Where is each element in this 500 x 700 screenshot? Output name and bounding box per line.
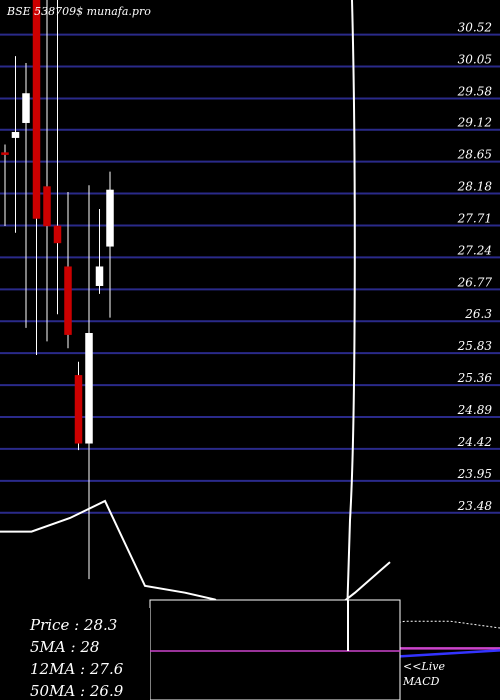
live-label: <<Live — [403, 660, 445, 673]
price-tick-label: 28.65 — [457, 148, 492, 162]
candle-down — [53, 225, 62, 244]
candle-up — [106, 189, 114, 247]
chart-header: BSE 538709$ munafa.pro — [6, 5, 151, 18]
price-tick-label: 25.36 — [457, 371, 493, 385]
macd-panel — [149, 599, 401, 700]
candle-down — [1, 152, 9, 155]
price-tick-label: 24.42 — [457, 435, 492, 449]
candle-down — [32, 0, 41, 219]
price-tick-label: 28.18 — [457, 180, 493, 194]
price-tick-label: 26.3 — [464, 307, 492, 321]
info-lines: Price : 28.3 5MA : 28 12MA : 27.6 50MA : 26… — [29, 616, 124, 700]
candle-down — [74, 375, 83, 444]
candle-up — [95, 266, 104, 286]
info-line-50ma: 50MA : 26.9 — [30, 682, 124, 700]
price-tick-label: 23.48 — [457, 499, 493, 513]
info-line-5ma: 5MA : 28 — [30, 638, 99, 656]
live-price-vertical-line — [345, 0, 356, 651]
price-tick-label: 24.89 — [457, 403, 493, 417]
candle-down — [43, 186, 51, 227]
candles — [1, 0, 114, 580]
price-tick-label: 30.52 — [458, 21, 492, 35]
info-box — [0, 608, 150, 700]
candle-down — [64, 266, 72, 335]
grid-lines — [0, 33, 500, 514]
info-line-price: Price : 28.3 — [29, 616, 117, 634]
price-tick-label: 30.05 — [458, 53, 492, 67]
price-axis-labels: 30.52 30.05 29.58 29.12 28.65 28.18 27.71 27.24… — [457, 21, 493, 513]
price-tick-label: 29.12 — [457, 116, 492, 130]
price-tick-label: 26.77 — [457, 275, 493, 289]
macd-label: MACD — [402, 675, 440, 688]
price-tick-label: 25.83 — [457, 339, 493, 353]
price-tick-label: 27.24 — [457, 243, 492, 257]
info-line-12ma: 12MA : 27.6 — [30, 660, 124, 678]
candle-up — [22, 93, 30, 123]
candle-up — [85, 333, 93, 444]
candle-up — [11, 131, 20, 138]
price-tick-label: 29.58 — [457, 84, 493, 98]
price-tick-label: 23.95 — [457, 467, 492, 481]
price-tick-label: 27.71 — [457, 211, 492, 225]
